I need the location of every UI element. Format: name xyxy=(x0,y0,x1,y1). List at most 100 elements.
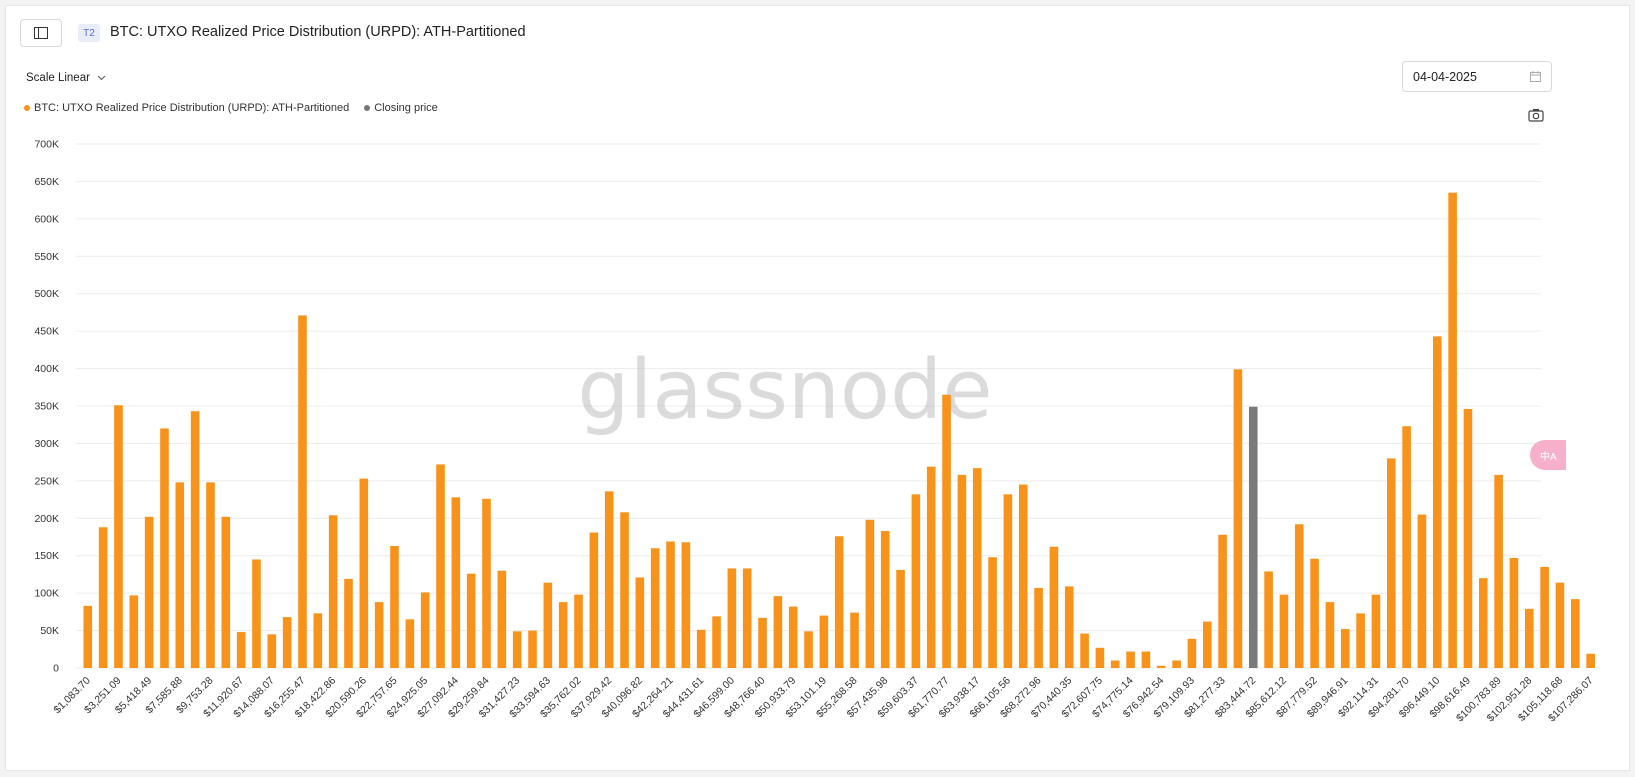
chart-bar[interactable] xyxy=(1356,613,1365,668)
chart-bar[interactable] xyxy=(1218,534,1227,668)
chart-bar[interactable] xyxy=(1202,621,1212,668)
chart-bar[interactable] xyxy=(1080,633,1089,668)
chart-bar[interactable] xyxy=(1463,408,1473,668)
chart-bar[interactable] xyxy=(221,516,231,668)
chart-bar[interactable] xyxy=(420,592,430,668)
chart-bar[interactable] xyxy=(1187,638,1197,668)
date-picker[interactable]: 04-04-2025 xyxy=(1402,61,1552,92)
chart-bar[interactable] xyxy=(405,619,415,668)
chart-bar[interactable] xyxy=(1448,192,1457,668)
closing-price-bar[interactable] xyxy=(1248,406,1258,668)
chart-bar[interactable] xyxy=(1509,557,1519,668)
chart-bar[interactable] xyxy=(988,557,997,668)
chart-bar[interactable] xyxy=(804,631,813,668)
chart-bar[interactable] xyxy=(1586,653,1595,668)
chart-bar[interactable] xyxy=(1172,660,1181,668)
chart-bar[interactable] xyxy=(1310,558,1319,668)
chart-bar[interactable] xyxy=(880,531,890,668)
sidebar-toggle-button[interactable] xyxy=(20,19,62,47)
chart-bar[interactable] xyxy=(1386,458,1396,668)
chart-bar[interactable] xyxy=(1340,629,1350,668)
chart-bar[interactable] xyxy=(819,615,829,668)
chart-bar[interactable] xyxy=(1402,426,1411,668)
chart-bar[interactable] xyxy=(865,519,875,668)
chart-bar[interactable] xyxy=(972,468,982,668)
chart-bar[interactable] xyxy=(328,515,338,668)
chart-bar[interactable] xyxy=(1494,474,1503,668)
chart-bar[interactable] xyxy=(267,634,277,668)
chart-bar[interactable] xyxy=(850,612,859,668)
chart-bar[interactable] xyxy=(727,568,737,668)
chart-bar[interactable] xyxy=(543,582,553,668)
chart-bar[interactable] xyxy=(252,559,261,668)
chart-bar[interactable] xyxy=(604,491,614,668)
chart-bar[interactable] xyxy=(298,315,307,668)
chart-bar[interactable] xyxy=(834,536,844,668)
chart-bar[interactable] xyxy=(1524,608,1534,668)
chart-bar[interactable] xyxy=(190,411,200,668)
chart-bar[interactable] xyxy=(1018,484,1028,668)
chart-bar[interactable] xyxy=(1156,665,1166,668)
chart-bar[interactable] xyxy=(1294,524,1304,668)
chart-bar[interactable] xyxy=(512,631,522,668)
chart-bar[interactable] xyxy=(681,542,691,668)
chart-bar[interactable] xyxy=(957,474,967,668)
chart-bar[interactable] xyxy=(574,594,583,668)
chart-bar[interactable] xyxy=(83,605,93,668)
chart-bar[interactable] xyxy=(758,617,767,668)
chart-bar[interactable] xyxy=(98,527,108,668)
chart-bar[interactable] xyxy=(1233,369,1243,668)
chart-bar[interactable] xyxy=(773,596,783,668)
chart-bar[interactable] xyxy=(1264,571,1273,668)
chart-bar[interactable] xyxy=(650,548,660,668)
chart-bar[interactable] xyxy=(374,602,384,668)
chart-bar[interactable] xyxy=(236,632,246,668)
camera-icon[interactable] xyxy=(1528,108,1544,122)
chart-bar[interactable] xyxy=(528,630,537,668)
chart-bar[interactable] xyxy=(313,613,323,668)
chart-bar[interactable] xyxy=(1432,336,1442,668)
chart-bar[interactable] xyxy=(466,573,476,668)
chart-bar[interactable] xyxy=(1064,586,1074,668)
chart-bar[interactable] xyxy=(1110,660,1120,668)
chart-bar[interactable] xyxy=(497,570,507,668)
chart-bar[interactable] xyxy=(359,478,369,668)
chart-bar[interactable] xyxy=(911,494,921,668)
legend-item-closing-price[interactable]: Closing price xyxy=(364,102,438,114)
chart-bar[interactable] xyxy=(144,516,154,668)
chart-bar[interactable] xyxy=(390,545,399,668)
chart-bar[interactable] xyxy=(788,606,798,668)
chart-bar[interactable] xyxy=(114,405,123,668)
scale-selector[interactable]: Scale Linear xyxy=(26,66,106,90)
chart-bar[interactable] xyxy=(160,428,169,668)
chart-bar[interactable] xyxy=(344,578,353,668)
chart-bar[interactable] xyxy=(1325,602,1335,668)
chart-bar[interactable] xyxy=(282,617,292,668)
chart-bar[interactable] xyxy=(742,568,752,668)
chart-bar[interactable] xyxy=(1034,587,1043,668)
chart-bar[interactable] xyxy=(1540,566,1549,668)
legend-item-urpd[interactable]: BTC: UTXO Realized Price Distribution (U… xyxy=(24,102,349,114)
chart-bar[interactable] xyxy=(451,497,461,668)
chart-bar[interactable] xyxy=(1555,582,1565,668)
chart-bar[interactable] xyxy=(1371,594,1381,668)
chart-bar[interactable] xyxy=(206,482,215,668)
chart-bar[interactable] xyxy=(436,464,445,668)
chart-bar[interactable] xyxy=(635,577,645,668)
chart-bar[interactable] xyxy=(1049,546,1059,668)
chart-bar[interactable] xyxy=(926,466,936,668)
chart-bar[interactable] xyxy=(1478,578,1488,668)
translate-badge[interactable]: 中A xyxy=(1530,440,1566,470)
chart-bar[interactable] xyxy=(482,498,491,668)
chart-bar[interactable] xyxy=(175,482,185,668)
chart-bar[interactable] xyxy=(942,394,951,668)
chart-bar[interactable] xyxy=(666,541,675,668)
chart-bar[interactable] xyxy=(1003,494,1013,668)
chart-bar[interactable] xyxy=(1126,651,1135,668)
chart-bar[interactable] xyxy=(1141,651,1151,668)
chart-bar[interactable] xyxy=(896,569,905,668)
chart-bar[interactable] xyxy=(1417,514,1427,668)
chart-bar[interactable] xyxy=(589,532,599,668)
chart-bar[interactable] xyxy=(1095,647,1105,668)
chart-bar[interactable] xyxy=(1279,594,1289,668)
